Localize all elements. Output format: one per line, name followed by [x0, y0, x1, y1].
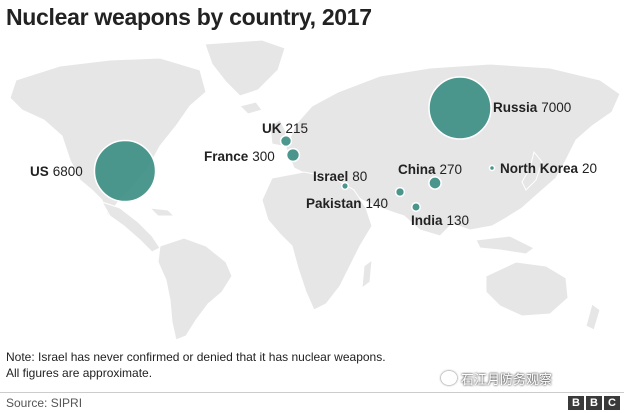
chart-title: Nuclear weapons by country, 2017 — [6, 4, 372, 30]
source-text: Source: SIPRI — [6, 396, 83, 410]
bubble-us — [93, 139, 157, 203]
caribbean — [148, 207, 176, 217]
wechat-icon — [440, 371, 457, 385]
land-masses — [9, 40, 621, 340]
japan — [521, 150, 543, 191]
madagascar — [361, 258, 373, 290]
footnote-line-2: All figures are approximate. — [6, 366, 153, 380]
bubble-north-korea — [488, 164, 496, 172]
bubble-uk — [279, 134, 293, 148]
label-name-us: US — [30, 164, 49, 179]
label-name-russia: Russia — [493, 100, 538, 115]
label-count-france: 300 — [252, 149, 275, 164]
label-russia: Russia 7000 — [493, 100, 571, 116]
source-bar: Source: SIPRI B B C — [0, 392, 624, 413]
label-france: France 300 — [204, 149, 275, 165]
label-name-france: France — [204, 149, 249, 164]
bubble-india — [411, 202, 421, 212]
label-us: US 6800 — [30, 164, 83, 180]
footnote-line-1: Note: Israel has never confirmed or deni… — [6, 350, 386, 364]
africa — [261, 171, 373, 311]
label-israel: Israel 80 — [313, 169, 367, 185]
south-america — [157, 237, 233, 340]
southeast-asia-islands — [475, 235, 535, 255]
iceland — [239, 101, 263, 115]
label-north-korea: North Korea 20 — [500, 161, 597, 177]
new-zealand — [585, 303, 601, 331]
label-china: China 270 — [398, 162, 462, 178]
label-count-pakistan: 140 — [365, 196, 389, 211]
australia — [485, 261, 569, 317]
label-count-israel: 80 — [352, 169, 368, 184]
label-count-russia: 7000 — [541, 100, 572, 115]
bubble-russia — [428, 76, 492, 140]
watermark: 石江月防务观察 — [440, 369, 552, 388]
bubble-israel — [340, 181, 350, 191]
label-count-north-korea: 20 — [582, 161, 598, 176]
label-uk: UK 215 — [262, 121, 308, 137]
label-pakistan: Pakistan 140 — [306, 196, 388, 212]
label-count-india: 130 — [446, 213, 470, 228]
bubble-pakistan — [394, 186, 406, 198]
label-count-us: 6800 — [52, 164, 83, 179]
label-count-uk: 215 — [285, 121, 309, 136]
bubble-france — [285, 147, 301, 163]
label-name-israel: Israel — [313, 169, 349, 184]
footnote: Note: Israel has never confirmed or deni… — [6, 349, 386, 381]
bubble-layer — [93, 76, 496, 212]
bubble-china — [428, 176, 442, 190]
label-count-china: 270 — [439, 162, 463, 177]
world-map — [9, 40, 621, 340]
greenland — [204, 40, 286, 97]
watermark-text: 石江月防务观察 — [460, 373, 552, 388]
bbc-logo-block-1: B — [568, 396, 584, 410]
bbc-logo: B B C — [568, 396, 620, 410]
label-name-china: China — [398, 162, 436, 177]
central-america — [100, 201, 161, 253]
label-name-india: India — [411, 213, 443, 228]
label-india: India 130 — [411, 213, 469, 229]
bbc-logo-block-3: C — [604, 396, 620, 410]
bbc-logo-block-2: B — [586, 396, 602, 410]
label-name-north-korea: North Korea — [500, 161, 579, 176]
label-name-uk: UK — [262, 121, 282, 136]
label-name-pakistan: Pakistan — [306, 196, 362, 211]
